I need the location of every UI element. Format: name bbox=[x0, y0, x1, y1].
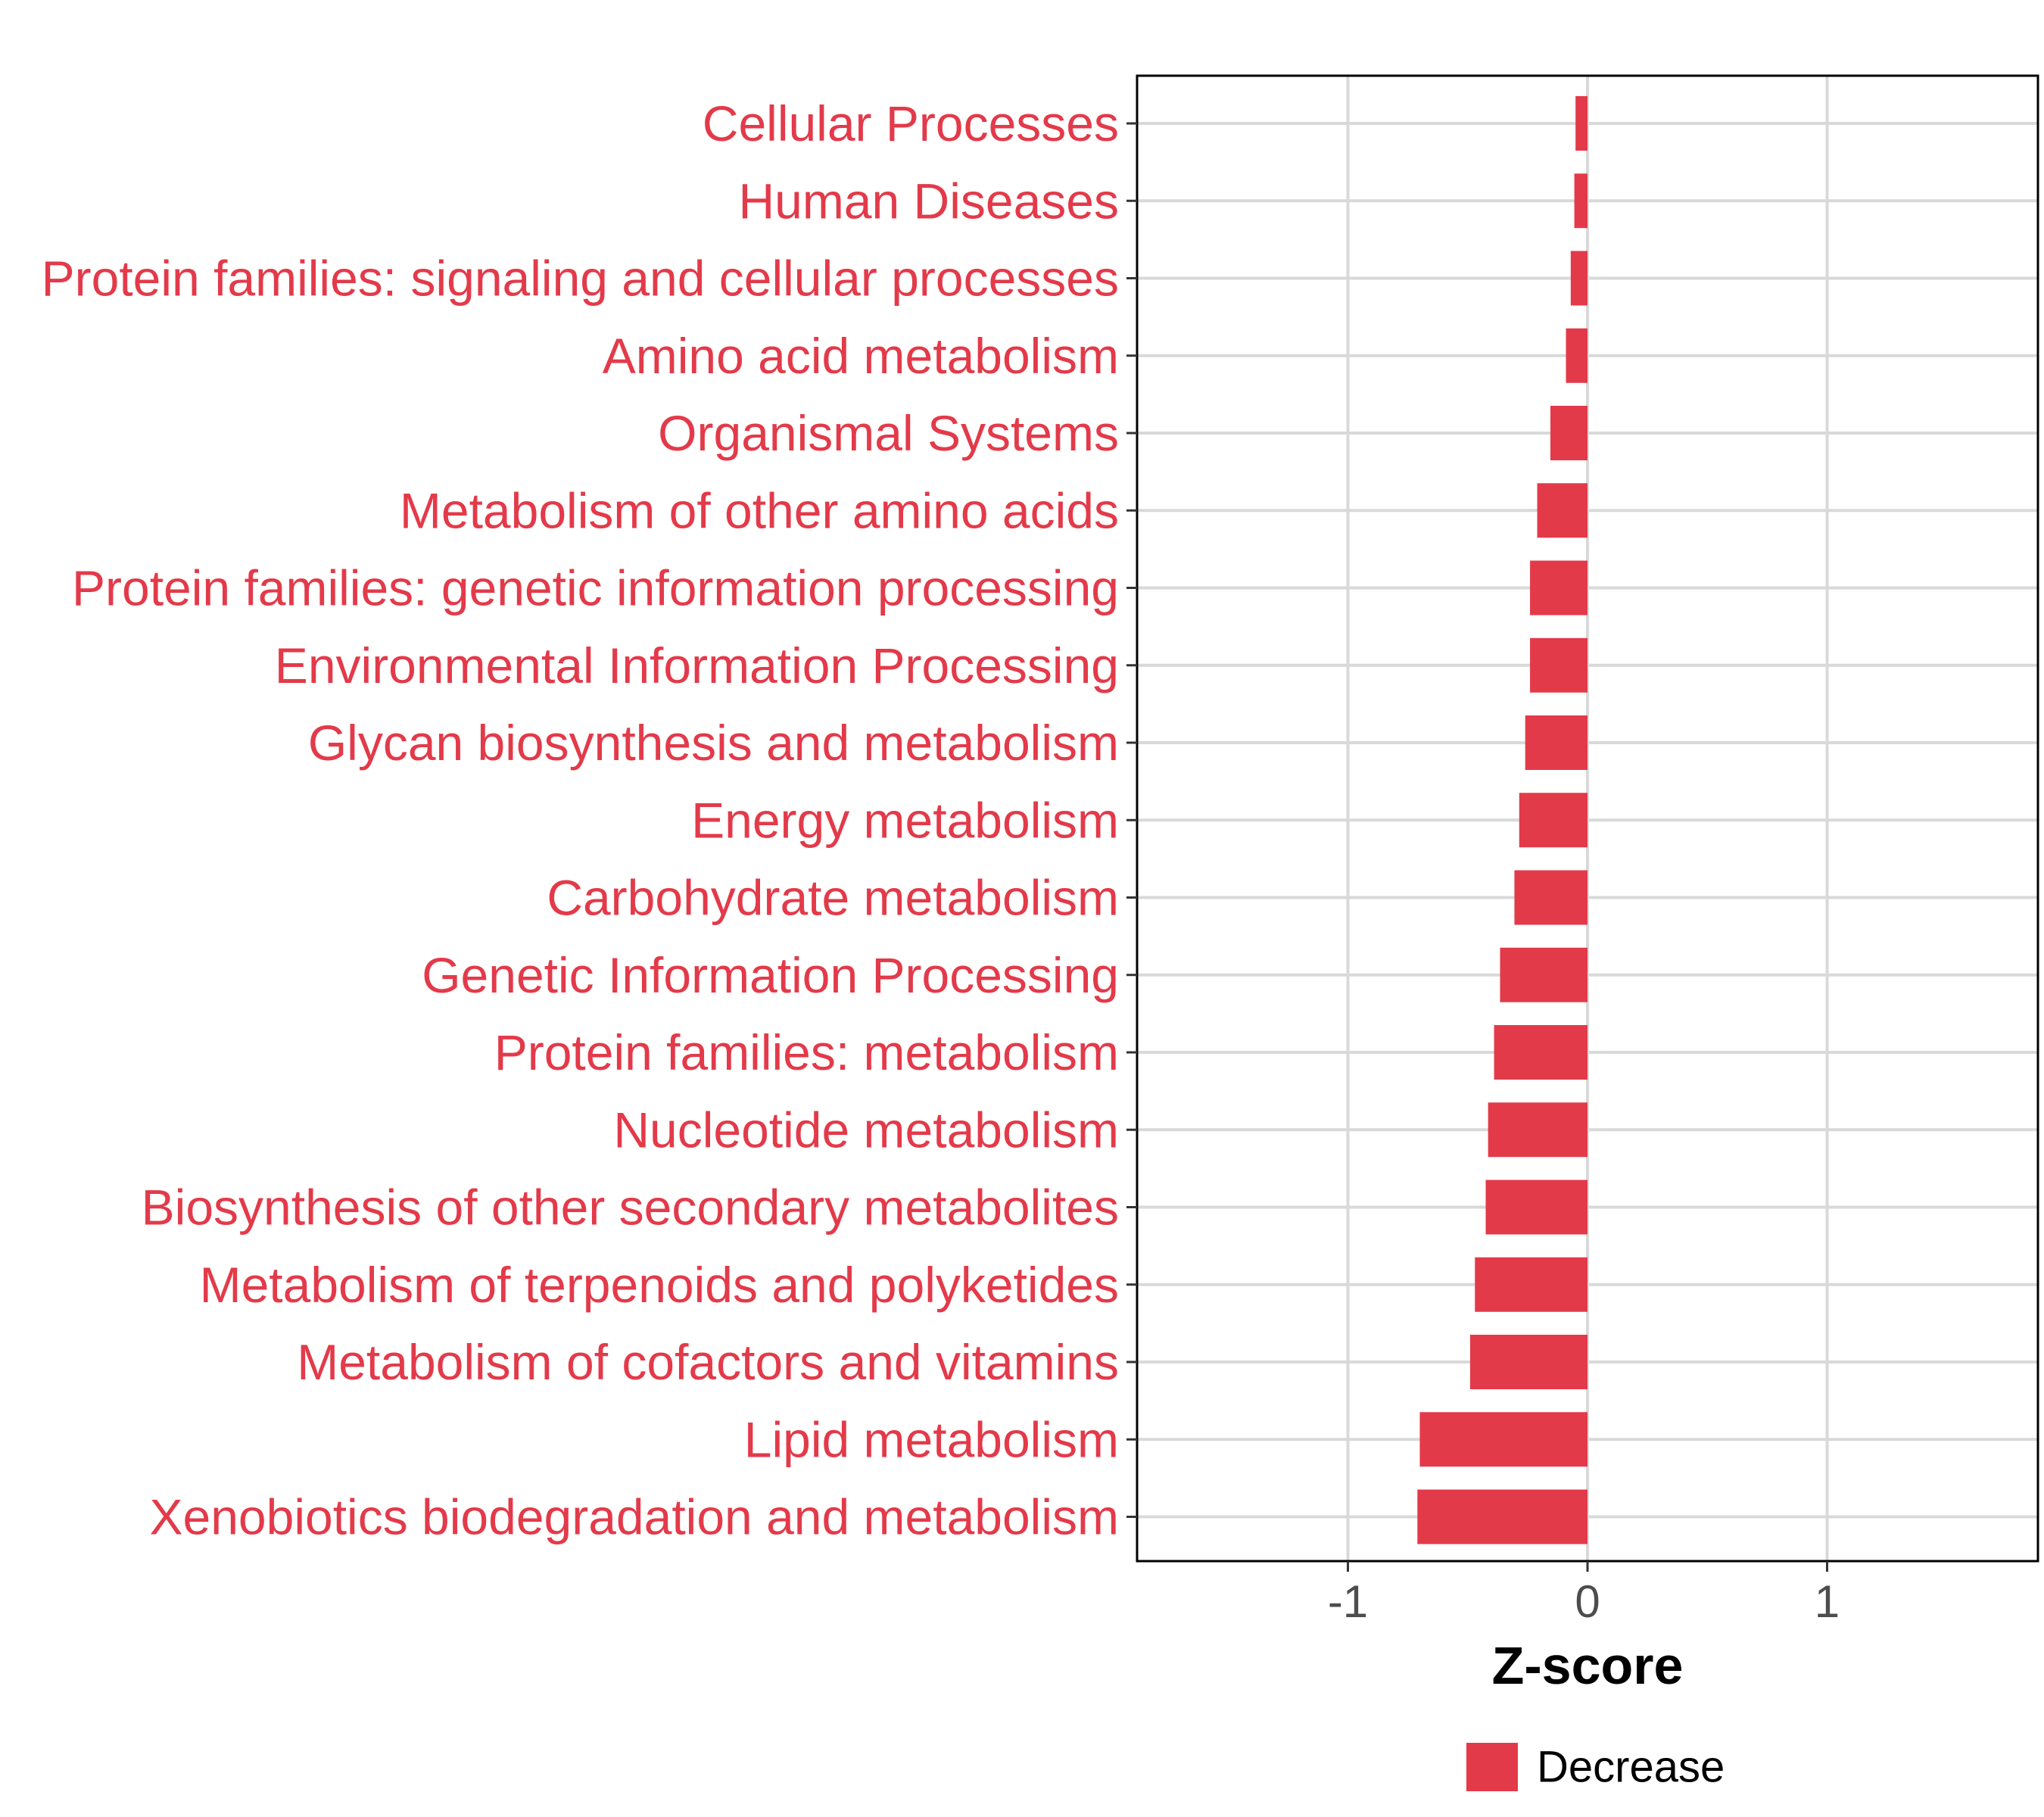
bar-layer bbox=[1417, 96, 1588, 1544]
bar bbox=[1475, 1257, 1588, 1312]
y-tick-label: Human Diseases bbox=[738, 173, 1119, 229]
y-tick-label: Organismal Systems bbox=[658, 405, 1119, 461]
y-tick-label: Cellular Processes bbox=[703, 95, 1119, 151]
x-axis: -1 0 1 bbox=[1328, 1561, 1840, 1627]
y-tick-label: Protein families: genetic information pr… bbox=[72, 560, 1119, 616]
bar bbox=[1488, 1102, 1588, 1158]
bar bbox=[1574, 173, 1588, 229]
bar bbox=[1575, 96, 1588, 151]
y-tick-label: Xenobiotics biodegradation and metabolis… bbox=[150, 1489, 1120, 1545]
bar bbox=[1500, 947, 1588, 1002]
x-tick-label: 1 bbox=[1815, 1576, 1840, 1627]
y-tick-label: Glycan biosynthesis and metabolism bbox=[308, 715, 1119, 771]
y-tick-label: Environmental Information Processing bbox=[275, 637, 1119, 693]
bar bbox=[1570, 251, 1588, 306]
bar bbox=[1494, 1025, 1588, 1080]
bar bbox=[1525, 715, 1588, 770]
y-tick-label: Carbohydrate metabolism bbox=[547, 870, 1119, 926]
y-tick-label: Metabolism of other amino acids bbox=[400, 482, 1119, 538]
x-tick-label: 0 bbox=[1575, 1576, 1600, 1627]
y-axis: Cellular Processes Human Diseases Protein … bbox=[42, 95, 1137, 1545]
y-tick-label: Genetic Information Processing bbox=[422, 947, 1119, 1003]
legend: Decrease bbox=[1466, 1743, 1725, 1792]
bar bbox=[1537, 483, 1588, 538]
bar bbox=[1469, 1335, 1588, 1389]
bar bbox=[1485, 1180, 1588, 1235]
bar bbox=[1550, 406, 1588, 460]
y-tick-label: Lipid metabolism bbox=[744, 1411, 1119, 1467]
bar bbox=[1417, 1489, 1588, 1544]
legend-label-decrease: Decrease bbox=[1537, 1743, 1725, 1792]
bar bbox=[1530, 637, 1588, 693]
y-tick-label: Amino acid metabolism bbox=[603, 328, 1119, 384]
bar bbox=[1514, 870, 1588, 925]
bar bbox=[1519, 793, 1588, 848]
y-tick-label: Metabolism of terpenoids and polyketides bbox=[200, 1257, 1119, 1313]
y-tick-label: Protein families: signaling and cellular… bbox=[42, 251, 1119, 307]
bar bbox=[1419, 1412, 1588, 1467]
bar bbox=[1566, 328, 1588, 383]
y-tick-label: Biosynthesis of other secondary metaboli… bbox=[142, 1180, 1119, 1236]
x-tick-label: -1 bbox=[1328, 1576, 1368, 1627]
y-tick-label: Metabolism of cofactors and vitamins bbox=[297, 1334, 1119, 1390]
y-tick-label: Nucleotide metabolism bbox=[613, 1102, 1119, 1158]
y-tick-label: Protein families: metabolism bbox=[494, 1024, 1119, 1080]
legend-swatch-decrease bbox=[1466, 1743, 1518, 1791]
x-axis-title: Z-score bbox=[1492, 1636, 1684, 1695]
y-tick-label: Energy metabolism bbox=[691, 792, 1119, 848]
bar bbox=[1530, 560, 1588, 616]
